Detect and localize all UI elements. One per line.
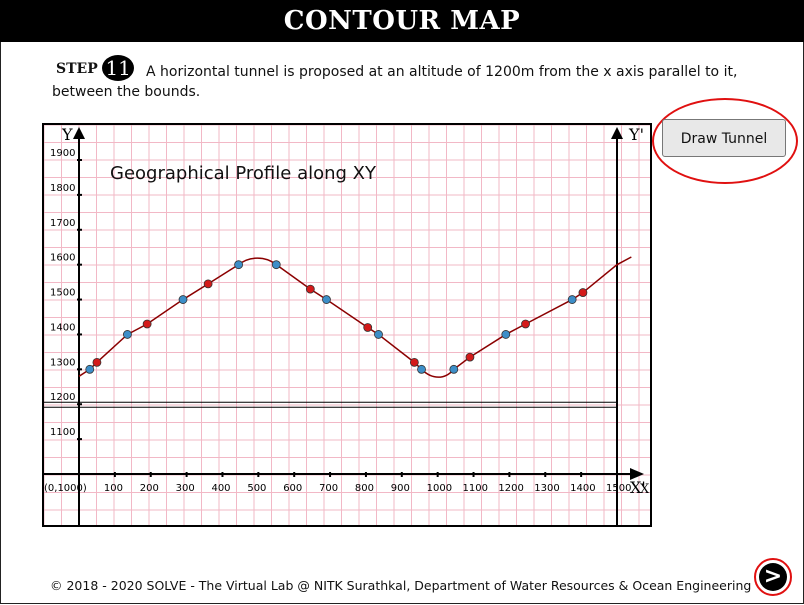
profile-chart-svg: Y Y' X'X 1100 1200 1300 1400 1500 1600 1700 1800 19… (44, 125, 650, 525)
x-tick-label: 1500 (606, 483, 631, 494)
x-tick-label: 1100 (463, 483, 488, 494)
x-tick-label: 700 (319, 483, 338, 494)
y-tick-label: 1900 (50, 148, 75, 159)
x-tick-label: 100 (104, 483, 123, 494)
x-tick-label: 900 (391, 483, 410, 494)
x-tick-label: 600 (283, 483, 302, 494)
profile-point-red (409, 357, 419, 367)
draw-tunnel-button[interactable]: Draw Tunnel (662, 119, 786, 157)
x-axis-arrow-icon (630, 468, 644, 480)
x-tick-label: 1300 (534, 483, 559, 494)
profile-point-blue (123, 330, 132, 339)
profile-point-red (92, 357, 102, 367)
x-tick-label: 400 (211, 483, 230, 494)
profile-point-blue (417, 364, 426, 374)
y-tick-label: 1200 (50, 392, 75, 403)
profile-point-blue (85, 364, 95, 374)
profile-point-red (578, 288, 588, 297)
y-tick-label: 1700 (50, 218, 75, 229)
profile-point-blue (449, 364, 459, 374)
next-arrow-icon: > (759, 563, 787, 591)
next-button[interactable]: > (754, 558, 792, 596)
y-prime-arrow-icon (611, 127, 623, 139)
profile-chart: Y Y' X' X 1100 1200 1300 1400 1500 1600 1700 1800 19… (42, 123, 652, 527)
profile-point-red (363, 323, 373, 332)
profile-point-red (521, 319, 530, 329)
profile-point-blue (567, 295, 577, 304)
x-tick-label: 1000 (427, 483, 452, 494)
x-prime-label: X' (630, 478, 646, 497)
highlight-ring (652, 98, 798, 184)
header-bar: CONTOUR MAP (0, 0, 804, 42)
step-label: STEP (56, 61, 98, 77)
chart-title: Geographical Profile along XY (110, 163, 377, 184)
profile-point-blue (271, 260, 281, 270)
y-tick-label: 1500 (50, 288, 75, 299)
profile-point-blue (501, 330, 511, 339)
profile-point-red (465, 352, 475, 362)
page-title: CONTOUR MAP (283, 6, 521, 36)
step-indicator: STEP 11 (56, 55, 776, 81)
y-tick-label: 1100 (50, 427, 75, 438)
x-axis-label: X (640, 482, 650, 497)
draw-tunnel-label: Draw Tunnel (680, 131, 768, 147)
step-instruction: A horizontal tunnel is proposed at an al… (52, 64, 738, 100)
x-tick-label: 500 (247, 483, 266, 494)
step-number-badge: 11 (102, 55, 135, 81)
y-tick-label: 1300 (50, 357, 75, 368)
x-tick-label: 300 (176, 483, 195, 494)
y-prime-label: Y' (628, 125, 644, 144)
profile-point-red (142, 319, 152, 329)
profile-point-blue (234, 260, 244, 270)
x-tick-label: 1200 (498, 483, 523, 494)
y-tick-label: 1400 (50, 322, 75, 333)
profile-point-red (203, 279, 213, 289)
profile-point-blue (178, 295, 188, 304)
x-tick-label: 1400 (570, 483, 595, 494)
origin-label: (0,1000) (44, 483, 87, 494)
y-axis-label: Y (61, 125, 73, 144)
profile-point-red (305, 284, 315, 294)
y-tick-label: 1600 (50, 253, 75, 264)
profile-point-blue (322, 295, 331, 304)
y-tick-label: 1800 (50, 183, 75, 194)
x-tick-label: 200 (140, 483, 159, 494)
footer-credit: © 2018 - 2020 SOLVE - The Virtual Lab @ … (50, 578, 752, 593)
x-tick-label: 800 (355, 483, 374, 494)
y-axis-arrow-icon (73, 127, 85, 139)
profile-point-blue (374, 330, 383, 339)
